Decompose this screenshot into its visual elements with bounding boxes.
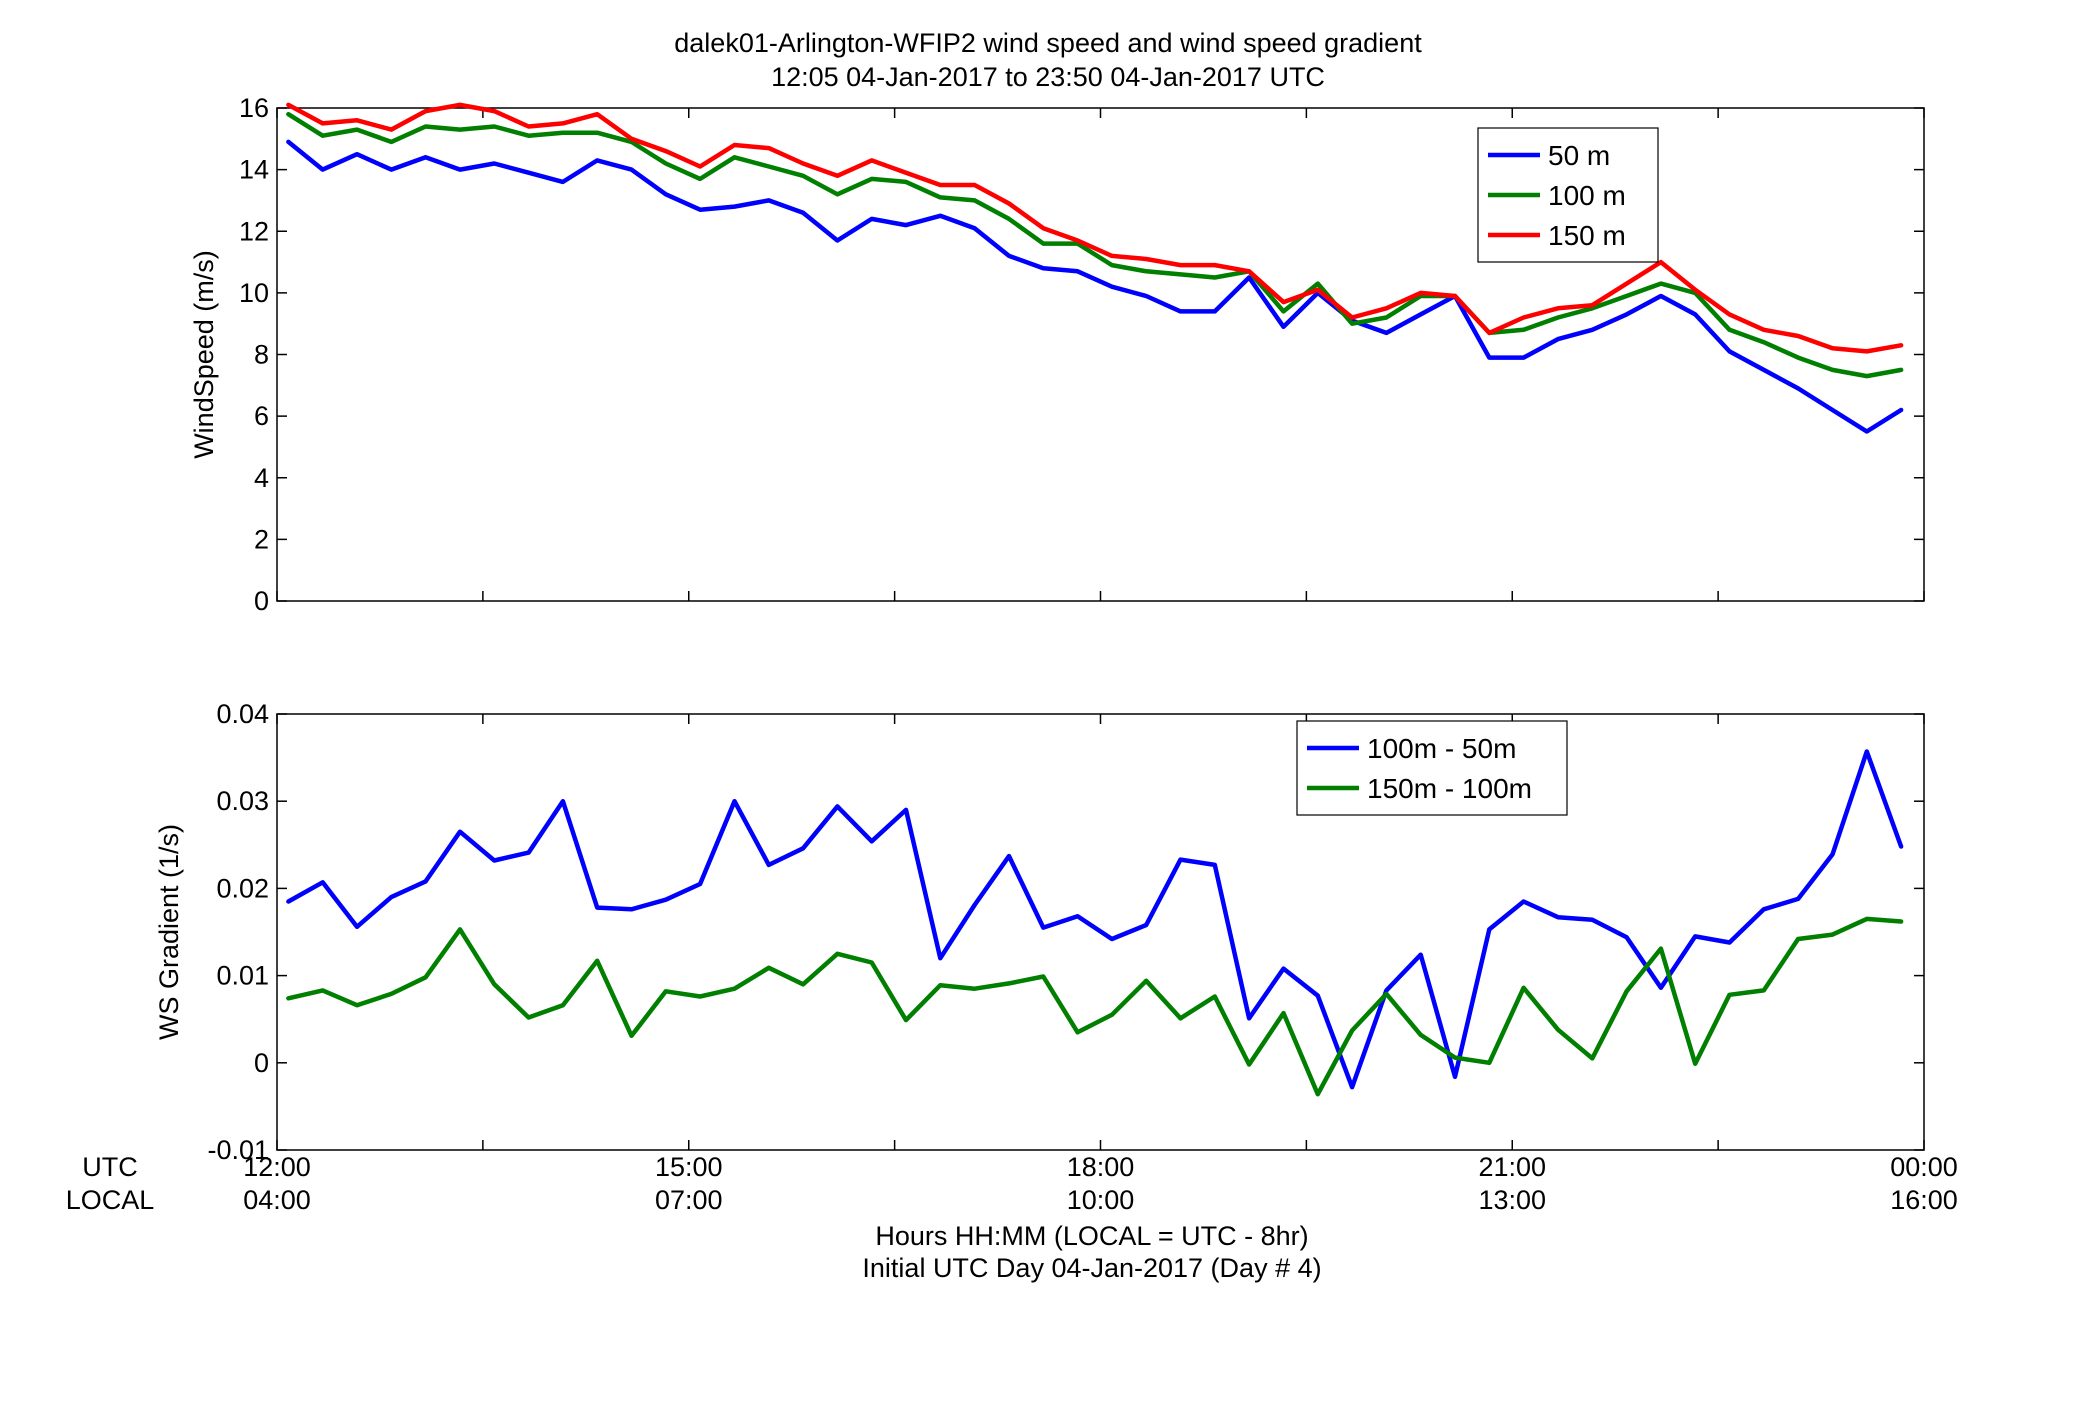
legend: 50 m 100 m 150 m [1477,127,1659,263]
y-axis-label: WS Gradient (1/s) [154,824,184,1040]
wind-gradient-panel: -0.01 0 0.01 0.02 0.03 0.04 WS Gradient (1/s) 1… [154,699,1925,1165]
x-tick-label-local: 10:00 [1067,1185,1135,1215]
y-tick-label: 6 [254,401,269,431]
legend-label: 150 m [1548,220,1626,251]
x-tick-label-local: 07:00 [655,1185,723,1215]
series-line [286,916,1904,1097]
series-line [286,139,1904,434]
plot-area-frame [276,107,1925,602]
y-tick-label: 2 [254,524,269,554]
y-tick-label: 0.03 [216,786,269,816]
series-line [286,749,1904,1090]
local-row-label: LOCAL [66,1185,155,1215]
y-tick-label: 12 [239,216,269,246]
y-tick-label: 0.01 [216,961,269,991]
x-axis-label-line2: Initial UTC Day 04-Jan-2017 (Day # 4) [862,1253,1321,1283]
y-tick-label: 4 [254,463,269,493]
utc-row-label: UTC [82,1152,138,1182]
x-tick-label-local: 04:00 [243,1185,311,1215]
y-tick-label: 0 [254,586,269,616]
legend-box [1296,720,1568,816]
y-axis-label: WindSpeed (m/s) [189,250,219,459]
legend-label: 100 m [1548,180,1626,211]
y-tick-label: -0.01 [207,1135,269,1165]
x-tick-label-utc: 00:00 [1890,1152,1958,1182]
chart-title-line1: dalek01-Arlington-WFIP2 wind speed and w… [674,28,1422,58]
series-line [286,102,1904,354]
y-tick-label: 0.02 [216,873,269,903]
y-tick-label: 14 [239,155,269,185]
x-axis-label-line1: Hours HH:MM (LOCAL = UTC - 8hr) [875,1221,1308,1251]
y-tick-label: 8 [254,340,269,370]
x-tick-label-utc: 18:00 [1067,1152,1135,1182]
legend-label: 150m - 100m [1367,773,1532,804]
wind-speed-panel: 0 2 4 6 8 10 12 14 16 WindSpeed (m/s) 50 m 100 m 150… [189,93,1925,616]
legend: 100m - 50m 150m - 100m [1296,720,1568,816]
x-tick-label-utc: 15:00 [655,1152,723,1182]
series-line [286,111,1904,379]
x-tick-label-local: 16:00 [1890,1185,1958,1215]
y-tick-label: 10 [239,278,269,308]
legend-label: 50 m [1548,140,1610,171]
chart-title-line2: 12:05 04-Jan-2017 to 23:50 04-Jan-2017 U… [771,62,1325,92]
legend-label: 100m - 50m [1367,733,1516,764]
y-tick-label: 0 [254,1048,269,1078]
x-tick-label-utc: 21:00 [1478,1152,1546,1182]
x-tick-label-local: 13:00 [1478,1185,1546,1215]
x-tick-label-utc: 12:00 [243,1152,311,1182]
y-tick-label: 16 [239,93,269,123]
y-tick-label: 0.04 [216,699,269,729]
